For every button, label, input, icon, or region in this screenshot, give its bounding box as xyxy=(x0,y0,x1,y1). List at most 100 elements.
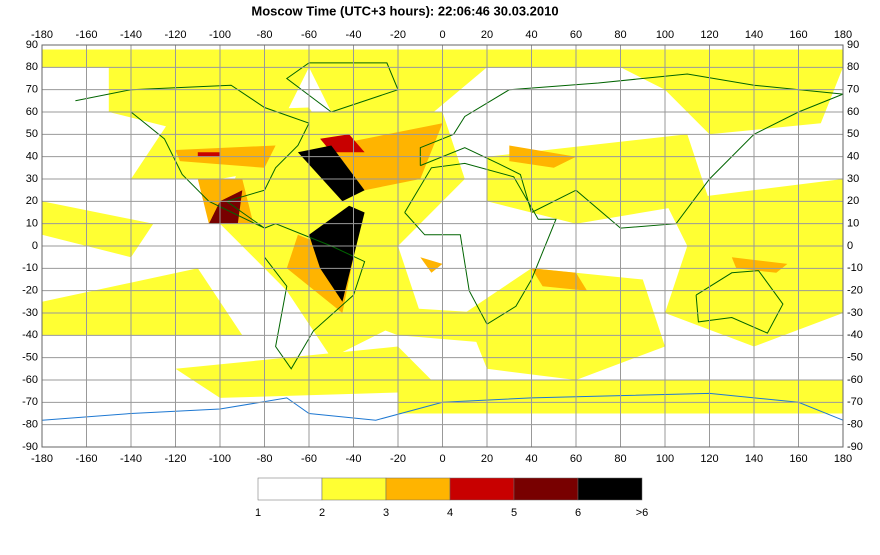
y-tick-label-right: 40 xyxy=(847,151,859,163)
legend-label: 3 xyxy=(383,507,389,519)
title: Moscow Time (UTC+3 hours): 22:06:46 30.0… xyxy=(251,3,558,18)
level-region xyxy=(42,201,154,258)
level-region xyxy=(297,145,365,202)
x-tick-label-bottom: 40 xyxy=(525,453,537,465)
level-region xyxy=(464,268,665,380)
level-region xyxy=(531,268,588,291)
y-tick-label-left: 60 xyxy=(26,106,38,118)
level-region xyxy=(731,257,788,273)
y-tick-label-left: 50 xyxy=(26,128,38,140)
y-tick-label-right: 60 xyxy=(847,106,859,118)
legend-label: >6 xyxy=(636,507,649,519)
y-tick-label-left: -30 xyxy=(22,307,38,319)
y-tick-label-left: 80 xyxy=(26,61,38,73)
x-tick-label-bottom: -60 xyxy=(301,453,317,465)
y-tick-label-left: 10 xyxy=(26,218,38,230)
x-tick-label-top: 100 xyxy=(656,29,674,41)
y-tick-label-right: 50 xyxy=(847,128,859,140)
x-tick-label-top: -80 xyxy=(257,29,273,41)
plot-frame xyxy=(41,44,844,448)
x-tick-label-top: 180 xyxy=(834,29,852,41)
x-tick-label-bottom: -100 xyxy=(209,453,231,465)
y-tick-label-left: 30 xyxy=(26,173,38,185)
legend-swatch xyxy=(257,477,323,501)
x-tick-label-bottom: 160 xyxy=(789,453,807,465)
y-tick-label-left: 20 xyxy=(26,195,38,207)
x-tick-label-bottom: 120 xyxy=(700,453,718,465)
x-tick-label-top: -140 xyxy=(120,29,142,41)
x-tick-label-bottom: 80 xyxy=(614,453,626,465)
y-tick-label-left: -80 xyxy=(22,419,38,431)
antarctic-coast xyxy=(41,392,844,421)
y-tick-label-left: -90 xyxy=(22,441,38,453)
coastline xyxy=(285,62,399,113)
x-tick-label-bottom: -80 xyxy=(257,453,273,465)
y-tick-label-right: 0 xyxy=(847,240,853,252)
x-tick-label-bottom: -120 xyxy=(164,453,186,465)
y-tick-label-right: 10 xyxy=(847,218,859,230)
y-tick-label-left: 0 xyxy=(32,240,38,252)
legend-label: 1 xyxy=(255,507,261,519)
x-tick-label-bottom: 20 xyxy=(481,453,493,465)
x-tick-label-bottom: 60 xyxy=(570,453,582,465)
x-tick-label-bottom: -180 xyxy=(31,453,53,465)
x-tick-label-top: -120 xyxy=(164,29,186,41)
x-tick-label-bottom: 100 xyxy=(656,453,674,465)
y-tick-label-right: -20 xyxy=(847,285,863,297)
x-tick-label-top: -40 xyxy=(346,29,362,41)
y-tick-label-right: -80 xyxy=(847,419,863,431)
y-tick-label-right: -90 xyxy=(847,441,863,453)
x-tick-label-bottom: 180 xyxy=(834,453,852,465)
level-region xyxy=(208,190,243,224)
level-region xyxy=(42,268,243,336)
y-tick-label-left: -50 xyxy=(22,352,38,364)
x-tick-label-bottom: -40 xyxy=(346,453,362,465)
y-tick-label-left: 90 xyxy=(26,39,38,51)
coastline xyxy=(264,223,366,370)
legend-label: 4 xyxy=(447,507,453,519)
x-tick-label-bottom: 140 xyxy=(745,453,763,465)
level-region xyxy=(197,152,220,157)
x-tick-label-top: -160 xyxy=(75,29,97,41)
legend-swatch xyxy=(513,477,579,501)
x-tick-label-bottom: -140 xyxy=(120,453,142,465)
x-tick-label-top: 80 xyxy=(614,29,626,41)
y-tick-label-left: -70 xyxy=(22,396,38,408)
x-tick-label-top: 20 xyxy=(481,29,493,41)
legend-label: 5 xyxy=(511,507,517,519)
x-tick-label-top: 60 xyxy=(570,29,582,41)
x-tick-label-top: 120 xyxy=(700,29,718,41)
x-tick-label-top: -20 xyxy=(390,29,406,41)
y-tick-label-right: 70 xyxy=(847,84,859,96)
y-tick-label-left: 40 xyxy=(26,151,38,163)
y-tick-label-left: -40 xyxy=(22,329,38,341)
x-tick-label-top: -180 xyxy=(31,29,53,41)
y-tick-label-left: -20 xyxy=(22,285,38,297)
x-tick-label-top: 160 xyxy=(789,29,807,41)
y-tick-label-right: -60 xyxy=(847,374,863,386)
y-tick-label-right: 20 xyxy=(847,195,859,207)
legend-label: 6 xyxy=(575,507,581,519)
x-tick-label-top: -100 xyxy=(209,29,231,41)
legend-label: 2 xyxy=(319,507,325,519)
legend-swatch xyxy=(385,477,451,501)
level-region xyxy=(420,257,443,273)
y-tick-label-right: -30 xyxy=(847,307,863,319)
legend-swatch xyxy=(577,477,643,501)
coastline xyxy=(695,270,784,334)
y-tick-label-right: 30 xyxy=(847,173,859,185)
x-tick-label-top: -60 xyxy=(301,29,317,41)
legend-swatch xyxy=(321,477,387,501)
y-tick-label-right: 90 xyxy=(847,39,859,51)
x-tick-label-bottom: -20 xyxy=(390,453,406,465)
x-tick-label-top: 40 xyxy=(525,29,537,41)
legend-swatch xyxy=(449,477,515,501)
x-tick-label-bottom: -160 xyxy=(75,453,97,465)
y-tick-label-right: 80 xyxy=(847,61,859,73)
y-tick-label-right: -50 xyxy=(847,352,863,364)
x-tick-label-top: 140 xyxy=(745,29,763,41)
y-tick-label-right: -70 xyxy=(847,396,863,408)
x-tick-label-top: 0 xyxy=(439,29,445,41)
y-tick-label-right: -10 xyxy=(847,262,863,274)
